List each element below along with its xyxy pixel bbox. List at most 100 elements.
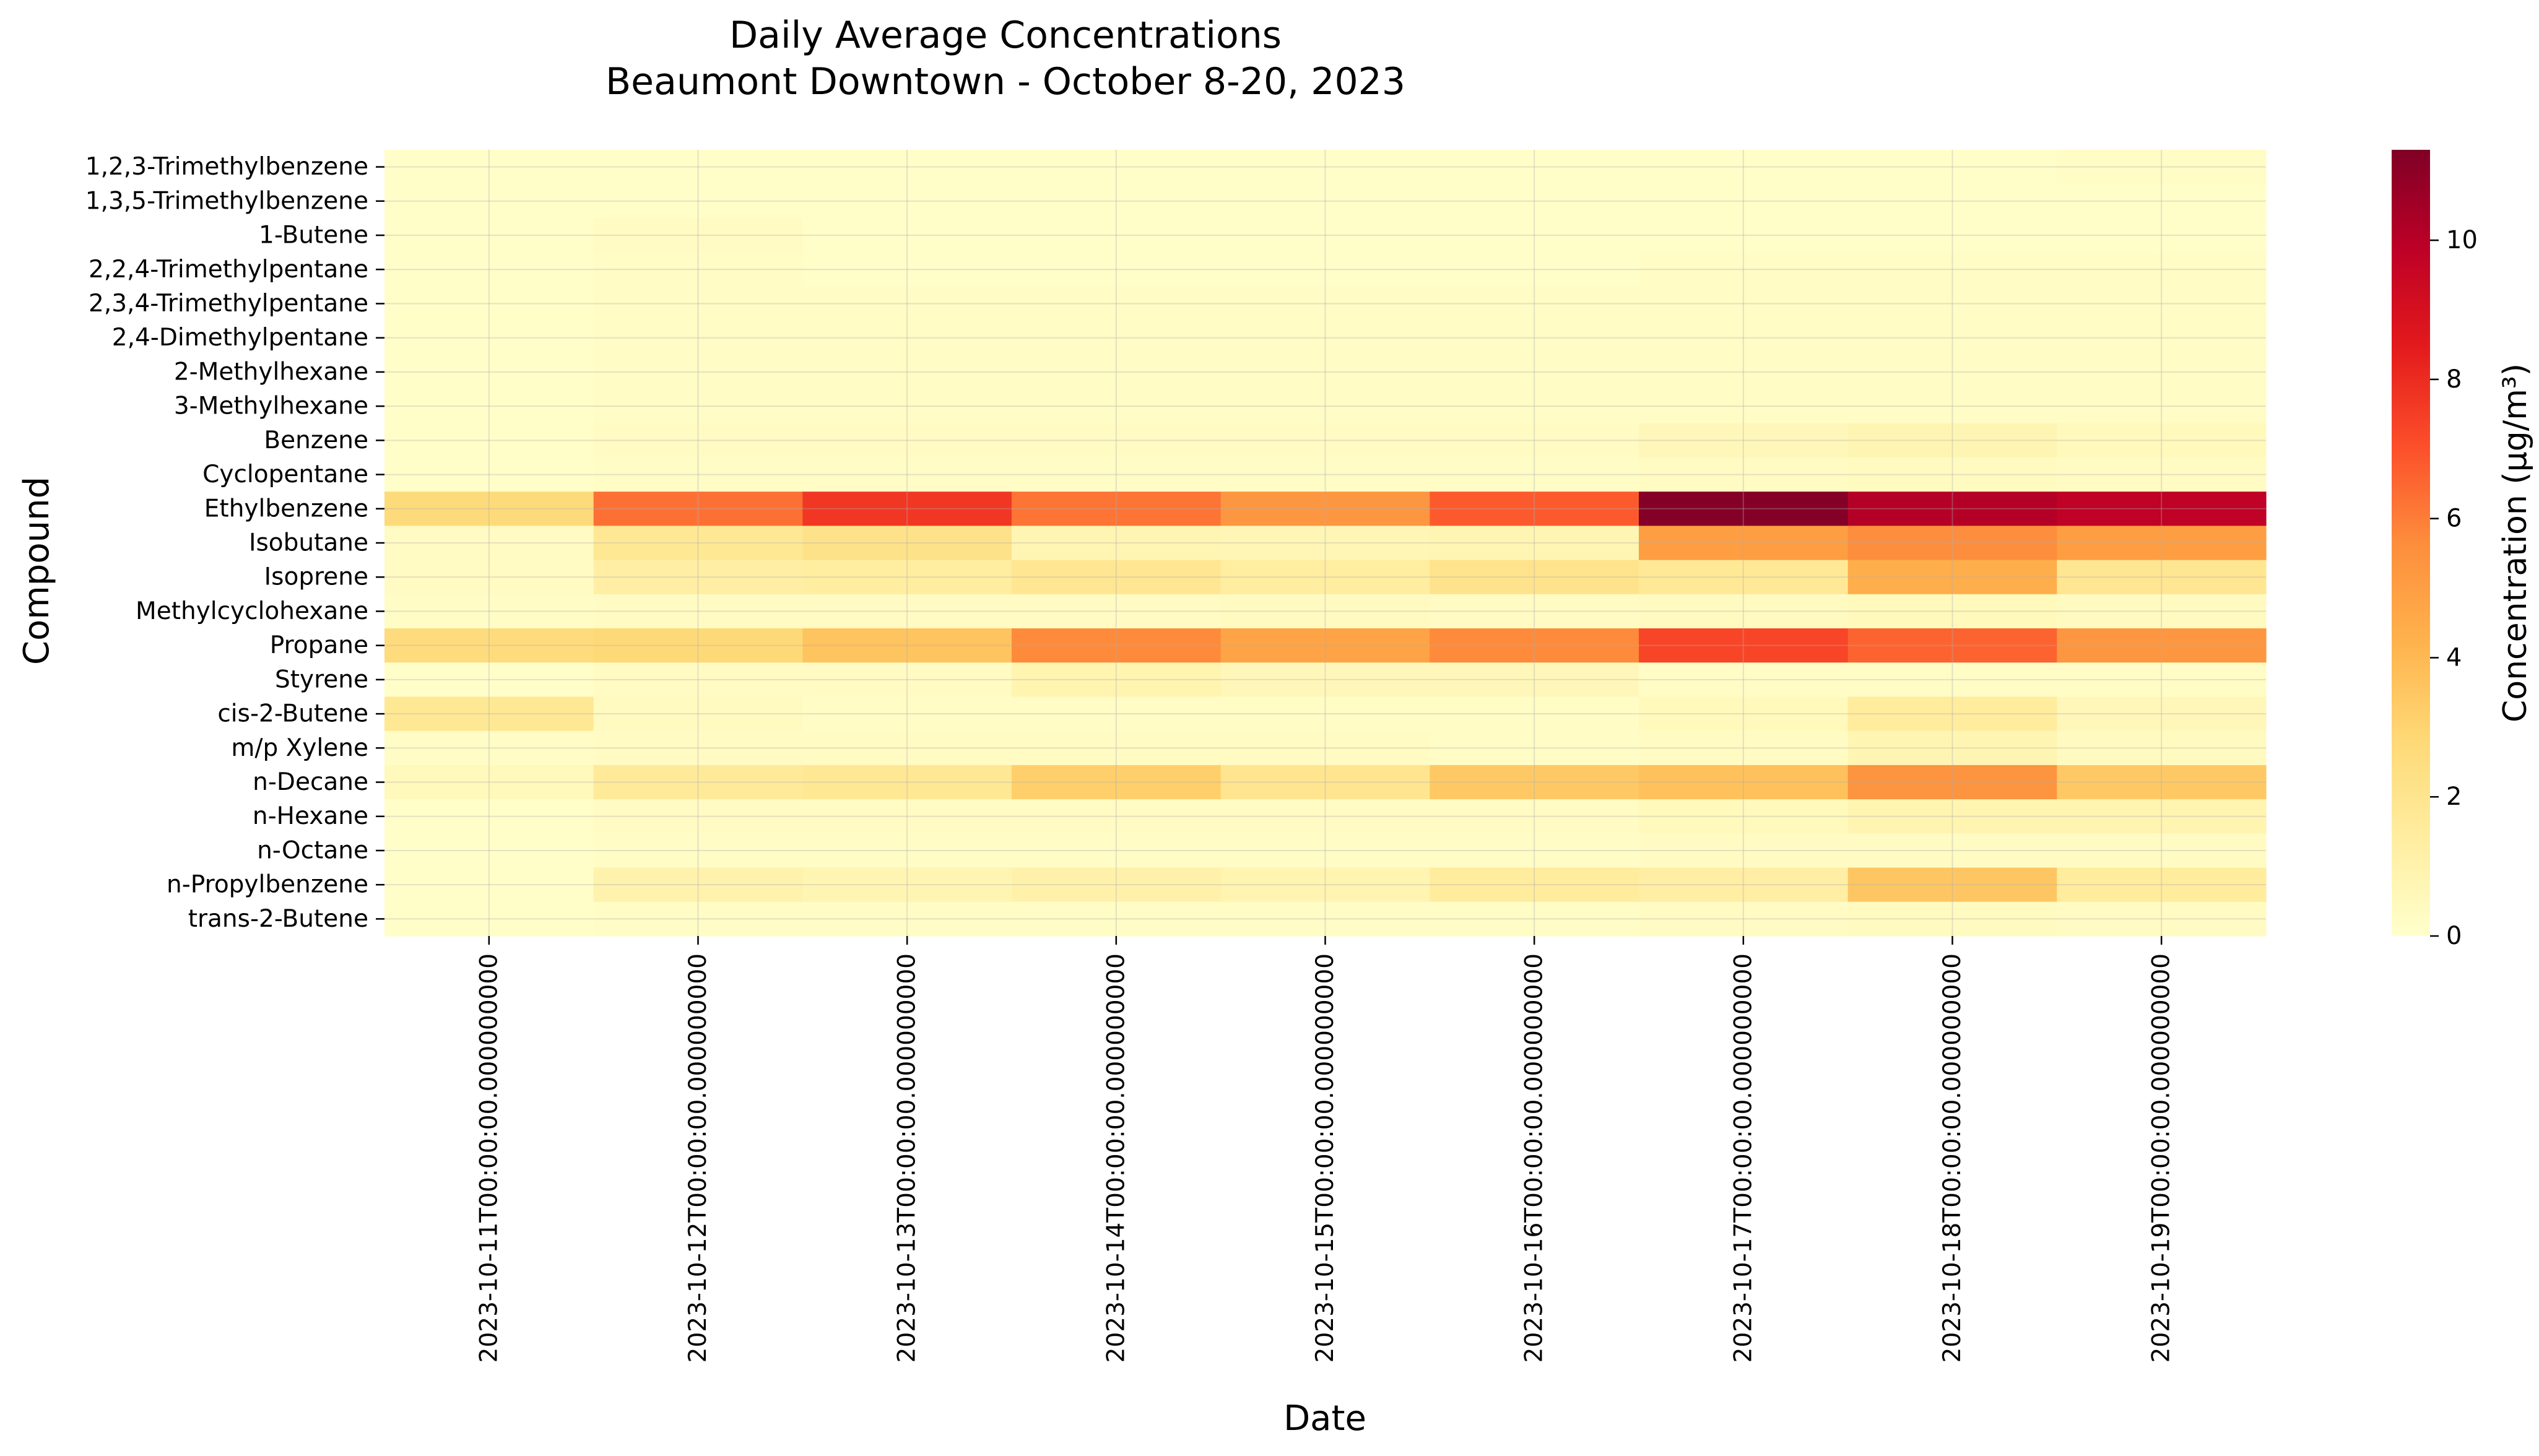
heatmap-cell xyxy=(384,696,594,732)
heatmap-cell xyxy=(1430,526,1639,561)
heatmap-cell xyxy=(802,901,1012,937)
heatmap-cell xyxy=(593,628,803,663)
heatmap-cell xyxy=(1639,662,1849,698)
heatmap-cell xyxy=(593,696,803,732)
heatmap-cell xyxy=(1220,218,1430,253)
x-tick-label: 2023-10-17T00:00:00.000000000 xyxy=(1729,953,1757,1363)
heatmap-cell xyxy=(384,560,594,595)
heatmap-cell xyxy=(1430,799,1639,834)
heatmap-cell xyxy=(1639,457,1849,492)
heatmap-cell xyxy=(1220,628,1430,663)
x-tick-label: 2023-10-18T00:00:00.000000000 xyxy=(1938,953,1966,1363)
heatmap-cell xyxy=(1012,286,1222,321)
heatmap-cell xyxy=(1430,560,1639,595)
heatmap-cell xyxy=(384,833,594,869)
heatmap-cell xyxy=(1847,901,2057,937)
heatmap-cell xyxy=(1847,286,2057,321)
heatmap-cell xyxy=(1220,184,1430,219)
heatmap-cell xyxy=(1847,355,2057,390)
heatmap-cell xyxy=(1430,457,1639,492)
heatmap-cell xyxy=(1430,423,1639,458)
heatmap-cell xyxy=(2057,218,2267,253)
y-tick-label: n-Decane xyxy=(253,768,368,796)
heatmap-cell xyxy=(1639,696,1849,732)
heatmap-cell xyxy=(1220,252,1430,287)
heatmap-cell xyxy=(384,492,594,526)
heatmap-cell xyxy=(1847,833,2057,869)
heatmap-cell xyxy=(802,628,1012,663)
heatmap-cell xyxy=(1430,662,1639,698)
heatmap-cell xyxy=(384,901,594,937)
heatmap-cell xyxy=(1639,423,1849,458)
heatmap-cell xyxy=(1639,833,1849,869)
heatmap-cell xyxy=(1220,355,1430,390)
colorbar-tick-label: 8 xyxy=(2446,365,2462,394)
heatmap-cell xyxy=(1639,526,1849,561)
heatmap-cell xyxy=(1639,628,1849,663)
heatmap-cell xyxy=(1639,218,1849,253)
x-tick-label: 2023-10-14T00:00:00.000000000 xyxy=(1102,953,1130,1363)
colorbar-tick-label: 2 xyxy=(2446,782,2462,811)
heatmap-cell xyxy=(593,730,803,766)
y-tick-label: cis-2-Butene xyxy=(217,700,368,728)
heatmap-cell xyxy=(593,901,803,937)
heatmap-cell xyxy=(1220,457,1430,492)
heatmap-cell xyxy=(384,457,594,492)
heatmap-cell xyxy=(1847,423,2057,458)
y-tick-label: 2,2,4-Trimethylpentane xyxy=(89,256,368,284)
heatmap-cell xyxy=(2057,867,2267,903)
heatmap-cell xyxy=(593,184,803,219)
y-tick-label: 1-Butene xyxy=(259,222,368,249)
heatmap-cell xyxy=(1639,492,1849,526)
heatmap-cell xyxy=(1220,765,1430,800)
heatmap-cell xyxy=(1220,696,1430,732)
heatmap-cell xyxy=(1639,286,1849,321)
heatmap-cell xyxy=(802,423,1012,458)
x-tick-label: 2023-10-11T00:00:00.000000000 xyxy=(475,953,503,1363)
heatmap-cell xyxy=(1639,867,1849,903)
heatmap-cell xyxy=(802,218,1012,253)
heatmap-cell xyxy=(1847,799,2057,834)
heatmap-cell xyxy=(1430,628,1639,663)
y-tick-label: 1,2,3-Trimethylbenzene xyxy=(85,153,368,181)
heatmap-cell xyxy=(802,765,1012,800)
heatmap-cell xyxy=(1639,184,1849,219)
heatmap-cell xyxy=(802,286,1012,321)
heatmap-cell xyxy=(1012,355,1222,390)
heatmap-cell xyxy=(1220,730,1430,766)
heatmap-cell xyxy=(2057,457,2267,492)
heatmap-cell xyxy=(593,526,803,561)
heatmap-cell xyxy=(2057,150,2267,184)
heatmap-cell xyxy=(593,833,803,869)
y-tick-label: Methylcyclohexane xyxy=(136,597,368,625)
heatmap-cell xyxy=(1847,389,2057,424)
heatmap-cell xyxy=(1847,526,2057,561)
heatmap-cell xyxy=(1639,252,1849,287)
heatmap-cell xyxy=(1220,560,1430,595)
heatmap-cell xyxy=(593,218,803,253)
heatmap-cell xyxy=(593,457,803,492)
heatmap-cell xyxy=(1220,901,1430,937)
heatmap-cell xyxy=(1220,423,1430,458)
heatmap-cell xyxy=(593,423,803,458)
heatmap-cell xyxy=(1012,560,1222,595)
heatmap-cell xyxy=(384,730,594,766)
heatmap-cell xyxy=(1012,321,1222,355)
x-tick-label: 2023-10-13T00:00:00.000000000 xyxy=(893,953,921,1363)
colorbar-label: Concentration (µg/m³) xyxy=(2497,363,2534,722)
heatmap-cell xyxy=(593,252,803,287)
heatmap-cell xyxy=(2057,355,2267,390)
heatmap-cell xyxy=(1430,833,1639,869)
heatmap-cell xyxy=(384,286,594,321)
colorbar-tick-label: 10 xyxy=(2446,226,2478,254)
heatmap-cell xyxy=(1847,696,2057,732)
heatmap-cell xyxy=(802,594,1012,629)
y-tick-label: Ethylbenzene xyxy=(204,495,368,522)
heatmap-cell xyxy=(802,457,1012,492)
heatmap-cell xyxy=(384,662,594,698)
colorbar-tick-label: 4 xyxy=(2446,643,2462,672)
heatmap-cell xyxy=(1847,628,2057,663)
heatmap-cell xyxy=(1220,833,1430,869)
heatmap-cell xyxy=(1639,560,1849,595)
